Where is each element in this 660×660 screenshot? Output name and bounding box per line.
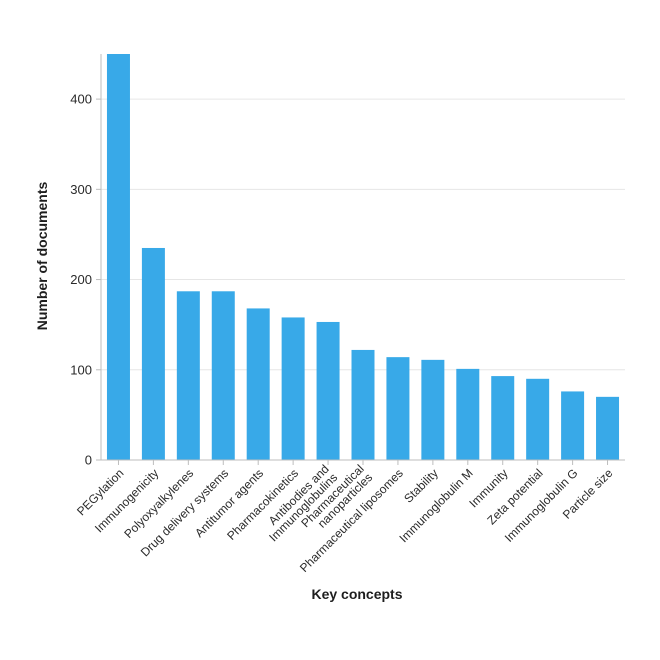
bars-layer	[106, 54, 620, 460]
bar	[246, 308, 270, 460]
y-tick-label: 100	[70, 362, 92, 377]
bar	[176, 291, 200, 460]
bar	[596, 396, 620, 460]
y-tick-label: 400	[70, 92, 92, 107]
bar	[316, 321, 340, 460]
bar	[421, 359, 445, 460]
y-tick-label: 300	[70, 182, 92, 197]
bar	[211, 291, 235, 460]
y-tick-label: 0	[85, 453, 92, 468]
bar	[491, 376, 515, 460]
x-axis-title: Key concepts	[311, 586, 402, 602]
bar	[106, 54, 130, 460]
y-tick-label: 200	[70, 272, 92, 287]
bar	[141, 247, 165, 460]
bar	[456, 368, 480, 460]
y-axis-title: Number of documents	[34, 182, 50, 331]
axis-layer	[96, 54, 625, 465]
bar	[526, 378, 550, 460]
bar	[561, 391, 585, 460]
bar	[351, 349, 375, 460]
bar	[281, 317, 305, 460]
bar	[386, 357, 410, 460]
